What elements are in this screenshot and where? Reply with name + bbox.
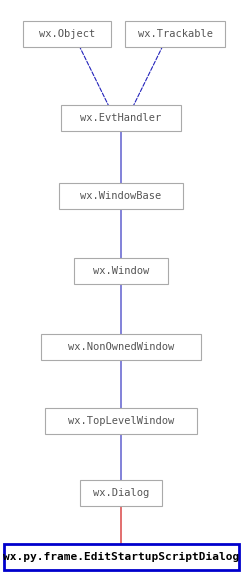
Text: wx.Window: wx.Window: [93, 266, 149, 276]
Text: wx.TopLevelWindow: wx.TopLevelWindow: [68, 416, 174, 426]
Bar: [61, 105, 181, 131]
Text: wx.Trackable: wx.Trackable: [138, 29, 212, 39]
Bar: [59, 183, 183, 209]
Bar: [80, 480, 162, 506]
Text: wx.Dialog: wx.Dialog: [93, 488, 149, 498]
Text: wx.py.frame.EditStartupScriptDialog: wx.py.frame.EditStartupScriptDialog: [3, 552, 239, 562]
Bar: [74, 258, 168, 284]
Text: wx.Object: wx.Object: [39, 29, 95, 39]
Text: wx.NonOwnedWindow: wx.NonOwnedWindow: [68, 342, 174, 352]
Text: wx.WindowBase: wx.WindowBase: [80, 191, 162, 201]
Bar: [3, 544, 238, 570]
Text: wx.EvtHandler: wx.EvtHandler: [80, 113, 162, 123]
Bar: [45, 408, 197, 434]
Bar: [23, 21, 111, 47]
Bar: [125, 21, 225, 47]
Bar: [41, 334, 201, 360]
